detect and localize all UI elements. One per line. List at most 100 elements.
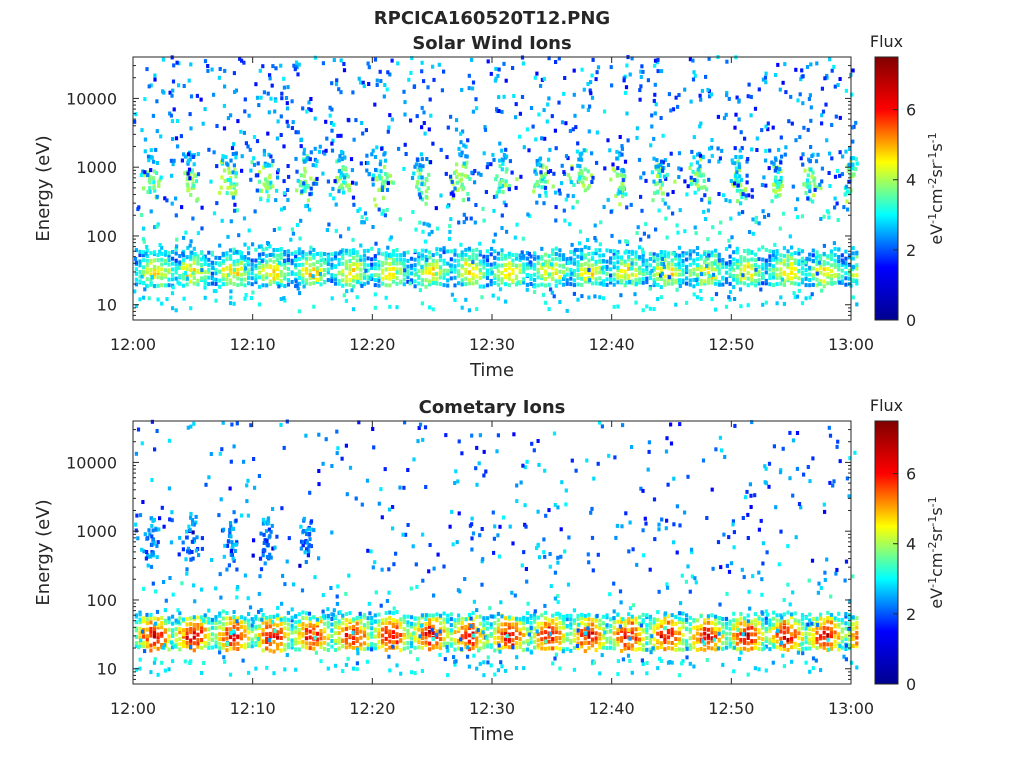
- spectrogram-cell: [167, 253, 171, 258]
- spectrogram-cell: [261, 612, 265, 617]
- spectrogram-cell: [467, 281, 471, 286]
- spectrogram-cell: [706, 87, 710, 92]
- spectrogram-cell: [500, 664, 504, 669]
- spectrogram-cell: [286, 164, 290, 168]
- spectrogram-cell: [496, 251, 500, 256]
- spectrogram-cell: [457, 172, 461, 177]
- spectrogram-cell: [656, 253, 660, 258]
- spectrogram-cell: [527, 251, 531, 256]
- spectrogram-cell: [732, 626, 736, 631]
- spectrogram-cell: [418, 163, 422, 167]
- spectrogram-cell: [279, 627, 283, 632]
- spectrogram-cell: [663, 258, 667, 263]
- spectrogram-cell: [167, 634, 171, 639]
- spectrogram-cell: [262, 148, 266, 153]
- spectrogram-cell: [720, 148, 724, 153]
- spectrogram-cell: [619, 274, 624, 279]
- spectrogram-cell: [547, 254, 551, 259]
- spectrogram-cell: [659, 285, 663, 290]
- spectrogram-cell: [666, 261, 671, 266]
- spectrogram-cell: [232, 618, 236, 622]
- spectrogram-cell: [417, 254, 421, 259]
- spectrogram-cell: [693, 73, 697, 78]
- spectrogram-cell: [354, 118, 358, 123]
- spectrogram-cell: [449, 114, 453, 119]
- spectrogram-cell: [247, 246, 251, 251]
- spectrogram-cell: [366, 161, 370, 165]
- spectrogram-cell: [728, 297, 732, 302]
- spectrogram-cell: [583, 649, 587, 654]
- spectrogram-cell: [698, 164, 702, 169]
- spectrogram-cell: [496, 641, 500, 646]
- spectrogram-cell: [359, 267, 363, 272]
- spectrogram-cell: [554, 268, 558, 273]
- spectrogram-cell: [855, 281, 859, 286]
- spectrogram-cell: [186, 152, 191, 157]
- spectrogram-cell: [428, 279, 432, 284]
- spectrogram-cell: [370, 642, 374, 646]
- spectrogram-cell: [261, 632, 265, 637]
- spectrogram-cell: [431, 141, 435, 146]
- spectrogram-cell: [424, 189, 429, 194]
- spectrogram-cell: [764, 71, 768, 76]
- spectrogram-cell: [681, 272, 685, 277]
- spectrogram-cell: [149, 258, 153, 263]
- spectrogram-cell: [279, 270, 283, 274]
- spectrogram-cell: [200, 671, 204, 675]
- spectrogram-cell: [612, 261, 616, 266]
- spectrogram-cell: [185, 282, 189, 287]
- spectrogram-cell: [297, 623, 301, 627]
- spectrogram-cell: [362, 220, 366, 225]
- spectrogram-cell: [428, 618, 432, 623]
- spectrogram-cell: [362, 641, 367, 646]
- spectrogram-cell: [594, 238, 598, 243]
- spectrogram-cell: [466, 191, 470, 196]
- spectrogram-cell: [732, 636, 736, 641]
- spectrogram-cell: [504, 183, 508, 188]
- spectrogram-cell: [470, 57, 474, 62]
- spectrogram-cell: [390, 117, 394, 122]
- spectrogram-cell: [160, 245, 164, 250]
- spectrogram-cell: [250, 644, 254, 649]
- spectrogram-cell: [395, 645, 399, 650]
- spectrogram-cell: [493, 635, 497, 640]
- spectrogram-cell: [714, 627, 718, 631]
- spectrogram-cell: [373, 273, 377, 278]
- spectrogram-cell: [533, 616, 537, 620]
- spectrogram-cell: [142, 258, 146, 263]
- spectrogram-cell: [496, 269, 500, 274]
- spectrogram-cell: [418, 195, 423, 200]
- spectrogram-cell: [797, 268, 801, 273]
- spectrogram-cell: [605, 267, 609, 272]
- spectrogram-cell: [791, 184, 795, 189]
- spectrogram-cell: [413, 631, 417, 636]
- spectrogram-cell: [692, 271, 696, 276]
- spectrogram-cell: [699, 288, 703, 293]
- spectrogram-cell: [265, 275, 269, 280]
- spectrogram-cell: [774, 189, 778, 194]
- spectrogram-cell: [424, 640, 428, 645]
- spectrogram-cell: [609, 628, 613, 633]
- spectrogram-cell: [336, 133, 340, 138]
- spectrogram-cell: [364, 268, 368, 273]
- spectrogram-cell: [308, 263, 312, 268]
- spectrogram-cell: [250, 629, 254, 634]
- spectrogram-cell: [464, 154, 468, 159]
- spectrogram-cell: [498, 182, 503, 187]
- spectrogram-cell: [653, 111, 657, 116]
- spectrogram-cell: [248, 147, 252, 152]
- spectrogram-cell: [609, 256, 613, 261]
- spectrogram-cell: [236, 641, 240, 646]
- spectrogram-cell: [134, 667, 138, 672]
- spectrogram-cell: [302, 174, 306, 178]
- spectrogram-cell: [851, 139, 855, 144]
- spectrogram-cell: [355, 631, 359, 636]
- spectrogram-cell: [299, 144, 303, 149]
- spectrogram-cell: [395, 257, 399, 262]
- spectrogram-cell: [493, 273, 497, 278]
- spectrogram-cell: [460, 640, 464, 645]
- spectrogram-cell: [344, 248, 348, 253]
- spectrogram-cell: [757, 636, 761, 641]
- spectrogram-cell: [768, 282, 772, 287]
- spectrogram-cell: [415, 184, 419, 189]
